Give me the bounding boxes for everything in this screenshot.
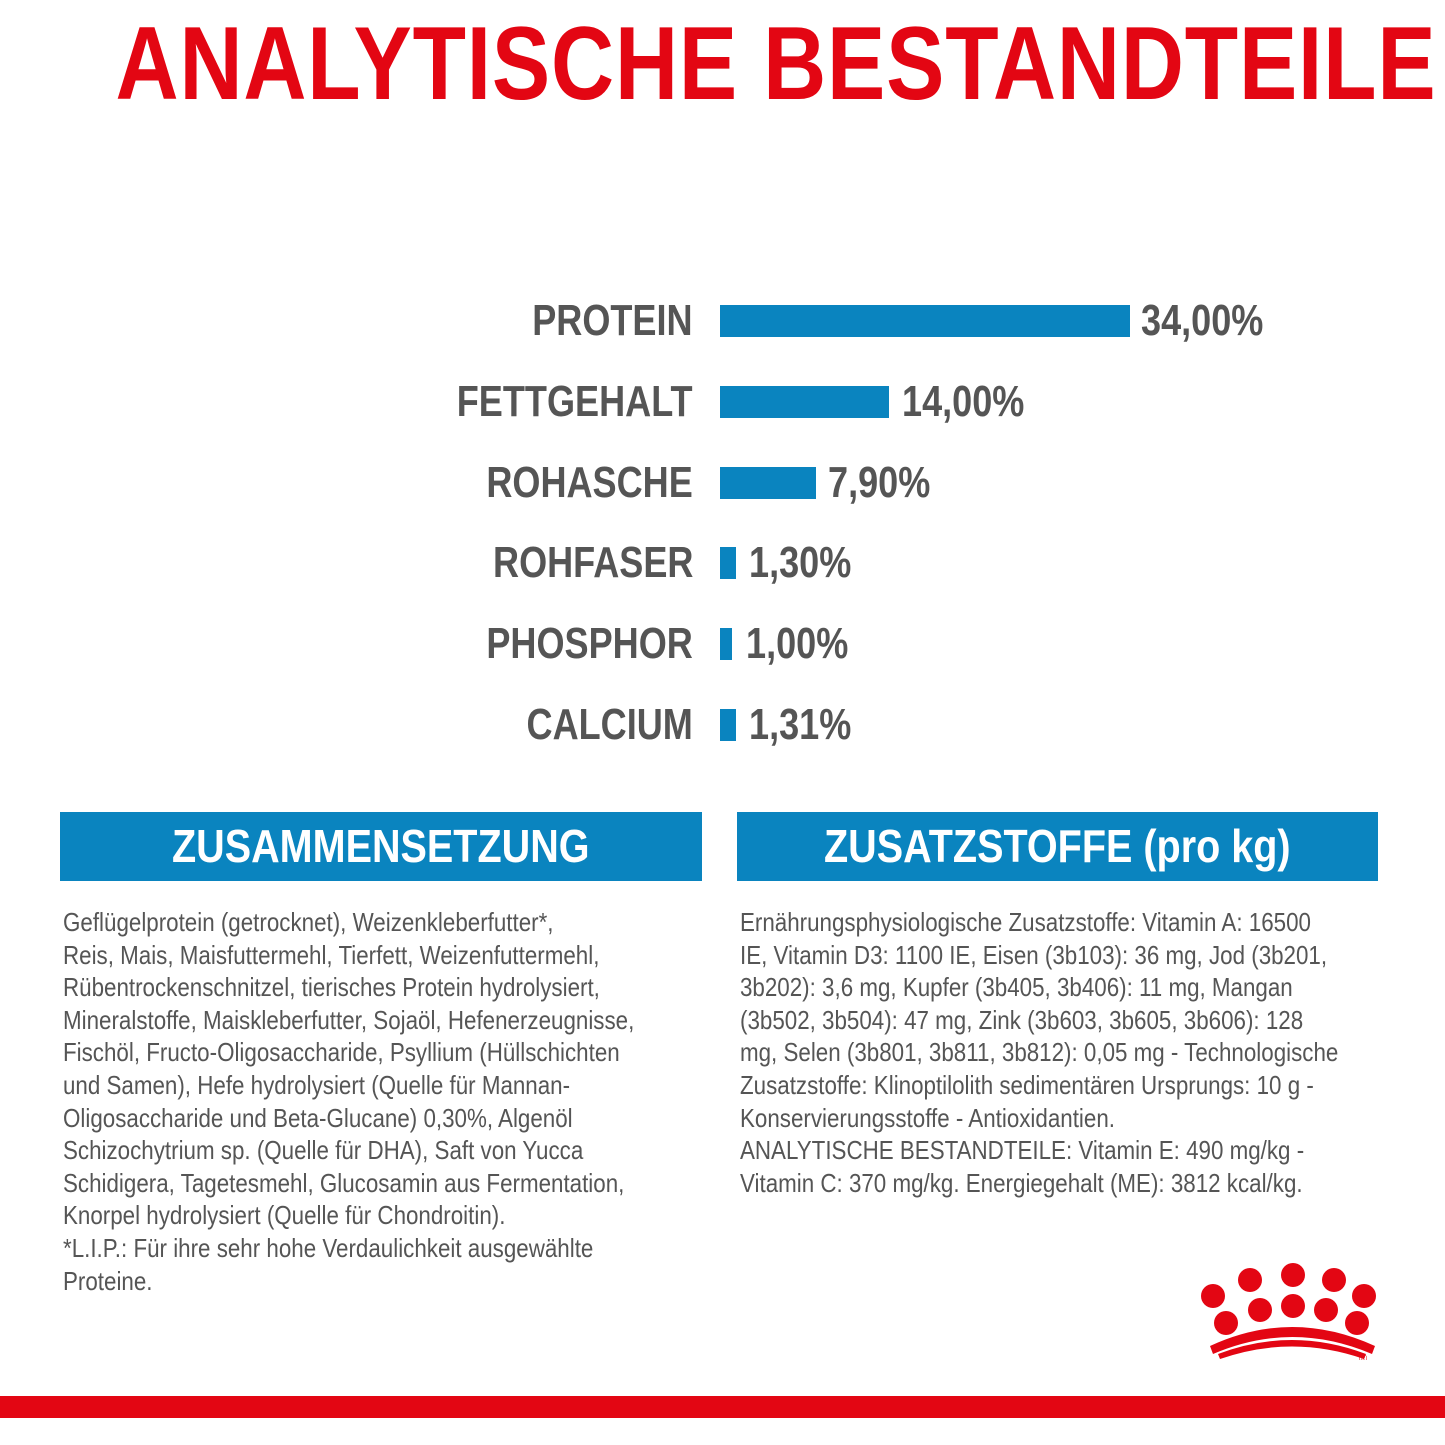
additives-text: Ernährungsphysiologische Zusatzstoffe: V…	[740, 906, 1445, 1199]
chart-row-phosphor: PHOSPHOR 1,00%	[0, 614, 1445, 674]
composition-line: und Samen), Hefe hydrolysiert (Quelle fü…	[63, 1069, 571, 1100]
composition-line: Fischöl, Fructo-Oligosaccharide, Psylliu…	[63, 1037, 620, 1068]
composition-line: Knorpel hydrolysiert (Quelle für Chondro…	[63, 1200, 506, 1231]
composition-line: *L.I.P.: Für ihre sehr hohe Verdaulichke…	[63, 1232, 594, 1263]
composition-line: Oligosaccharide und Beta-Glucane) 0,30%,…	[63, 1102, 573, 1133]
chart-row-value: 1,31%	[749, 700, 852, 749]
chart-bar	[720, 628, 732, 660]
additives-line: mg, Selen (3b801, 3b811, 3b812): 0,05 mg…	[740, 1037, 1339, 1068]
additives-line: ANALYTISCHE BESTANDTEILE: Vitamin E: 490…	[740, 1135, 1305, 1166]
additives-line: Konservierungsstoffe - Antioxidantien.	[740, 1102, 1115, 1133]
chart-row-label: PHOSPHOR	[486, 619, 693, 668]
chart-row-protein: PROTEIN 34,00%	[0, 291, 1445, 351]
additives-line: IE, Vitamin D3: 1100 IE, Eisen (3b103): …	[740, 939, 1328, 970]
chart-bar	[720, 386, 889, 418]
composition-line: Proteine.	[63, 1265, 153, 1296]
additives-line: Zusatzstoffe: Klinoptilolith sedimentäre…	[740, 1069, 1314, 1100]
composition-text: Geflügelprotein (getrocknet), Weizenkleb…	[63, 906, 813, 1297]
chart-bar	[720, 709, 736, 741]
chart-bar	[720, 547, 736, 579]
chart-row-calcium: CALCIUM 1,31%	[0, 695, 1445, 755]
chart-row-value: 7,90%	[828, 458, 931, 507]
additives-header-label: ZUSATZSTOFFE (pro kg)	[824, 820, 1291, 872]
chart-row-rohasche: ROHASCHE 7,90%	[0, 453, 1445, 513]
composition-line: Reis, Mais, Maisfuttermehl, Tierfett, We…	[63, 939, 600, 970]
royal-crown-logo-icon: ®	[1180, 1250, 1380, 1365]
chart-row-label: ROHFASER	[492, 538, 693, 587]
nutrient-bar-chart: PROTEIN 34,00% FETTGEHALT 14,00% ROHASCH…	[0, 291, 1445, 755]
chart-row-label: FETTGEHALT	[457, 377, 693, 426]
chart-row-label: PROTEIN	[532, 296, 693, 345]
chart-bar	[720, 467, 816, 499]
page-title: ANALYTISCHE BESTANDTEILE	[115, 6, 1437, 122]
chart-row-fettgehalt: FETTGEHALT 14,00%	[0, 372, 1445, 432]
additives-line: 3b202): 3,6 mg, Kupfer (3b405, 3b406): 1…	[740, 972, 1293, 1003]
chart-row-label: CALCIUM	[526, 700, 693, 749]
registered-mark: ®	[1359, 1353, 1367, 1360]
composition-line: Schizochytrium sp. (Quelle für DHA), Saf…	[63, 1135, 584, 1166]
additives-line: Ernährungsphysiologische Zusatzstoffe: V…	[740, 907, 1311, 937]
chart-row-value: 34,00%	[1141, 296, 1264, 345]
chart-row-label: ROHASCHE	[486, 458, 693, 507]
composition-header: ZUSAMMENSETZUNG	[60, 812, 702, 881]
additives-line: (3b502, 3b504): 47 mg, Zink (3b603, 3b60…	[740, 1004, 1304, 1035]
composition-line: Geflügelprotein (getrocknet), Weizenkleb…	[63, 907, 554, 937]
additives-line: Vitamin C: 370 mg/kg. Energiegehalt (ME)…	[740, 1167, 1303, 1198]
chart-bar	[720, 305, 1130, 337]
composition-line: Schidigera, Tagetesmehl, Glucosamin aus …	[63, 1167, 625, 1198]
composition-header-label: ZUSAMMENSETZUNG	[172, 820, 590, 872]
chart-row-value: 1,00%	[746, 619, 849, 668]
bottom-red-stripe	[0, 1396, 1445, 1418]
chart-row-value: 14,00%	[902, 377, 1025, 426]
chart-row-value: 1,30%	[749, 538, 852, 587]
additives-header: ZUSATZSTOFFE (pro kg)	[737, 812, 1378, 881]
chart-row-rohfaser: ROHFASER 1,30%	[0, 533, 1445, 593]
composition-line: Mineralstoffe, Maiskleberfutter, Sojaöl,…	[63, 1004, 635, 1035]
composition-line: Rübentrockenschnitzel, tierisches Protei…	[63, 972, 600, 1003]
